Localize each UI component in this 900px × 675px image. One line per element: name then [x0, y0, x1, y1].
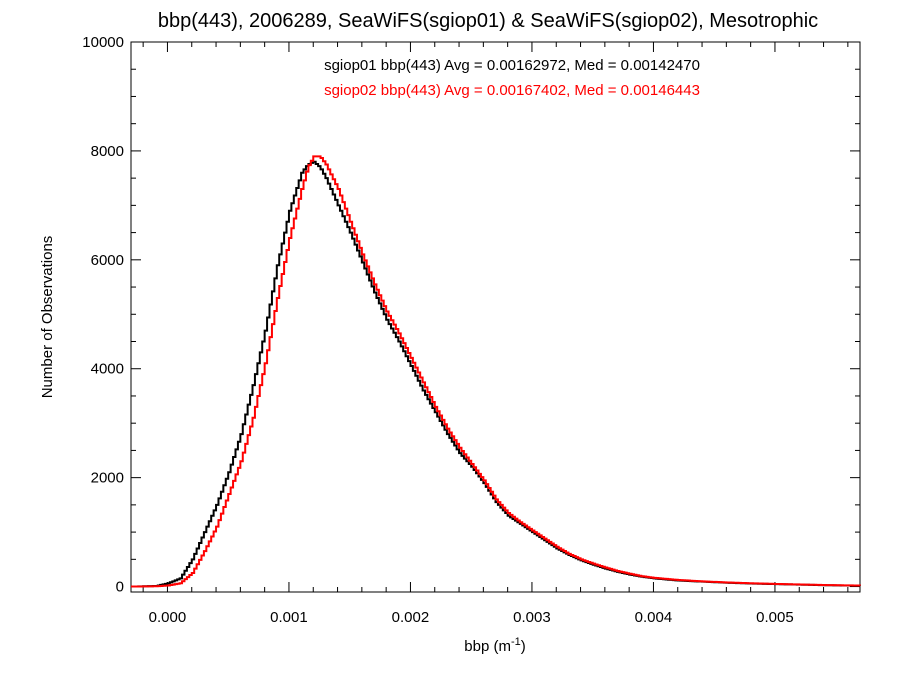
y-tick-label: 6000 — [91, 252, 124, 269]
x-axis-label-superscript: -1 — [511, 636, 521, 648]
x-tick-label: 0.001 — [270, 609, 308, 626]
chart-title: bbp(443), 2006289, SeaWiFS(sgiop01) & Se… — [158, 10, 818, 32]
series-annotation-sgiop01: sgiop01 bbp(443) Avg = 0.00162972, Med =… — [324, 57, 700, 74]
y-tick-label: 0 — [116, 579, 124, 596]
y-tick-label: 8000 — [91, 143, 124, 160]
x-tick-label: 0.005 — [756, 609, 794, 626]
series-line-sgiop01 — [131, 160, 861, 588]
series-line-sgiop02 — [131, 155, 861, 588]
y-tick-label: 4000 — [91, 361, 124, 378]
x-axis-label-base: bbp (m — [464, 638, 511, 655]
x-tick-label: 0.004 — [635, 609, 673, 626]
y-tick-label: 2000 — [91, 470, 124, 487]
x-tick-label: 0.000 — [149, 609, 187, 626]
x-axis-label: bbp (m-1) — [464, 636, 525, 655]
y-axis-label: Number of Observations — [39, 236, 56, 399]
series-lines — [131, 155, 861, 588]
series-annotation-sgiop02: sgiop02 bbp(443) Avg = 0.00167402, Med =… — [324, 82, 700, 99]
x-axis-label-close: ) — [521, 638, 526, 655]
x-tick-label: 0.002 — [392, 609, 430, 626]
x-tick-label: 0.003 — [513, 609, 551, 626]
plot-frame — [130, 41, 861, 593]
axis-ticks — [131, 41, 860, 592]
axis-tick-labels: 0.000 0.001 0.002 0.003 0.004 0.005 0 2000 4000 6… — [82, 34, 793, 626]
y-tick-label: 10000 — [82, 34, 124, 51]
